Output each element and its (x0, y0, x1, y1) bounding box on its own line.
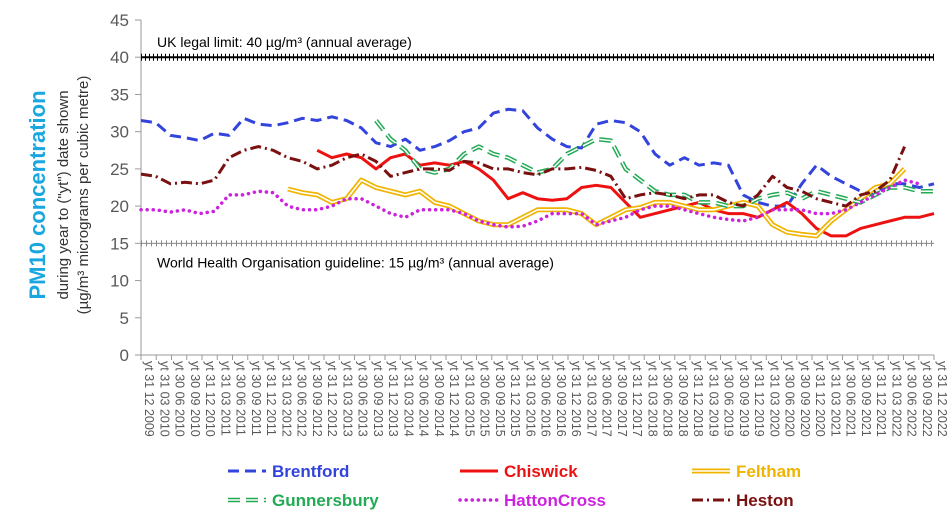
x-tick-label: yt 30 09 2020 (798, 361, 812, 437)
x-tick-label: yt 30 09 2017 (615, 361, 629, 437)
series-lines (139, 107, 935, 239)
y-axis-title-sub1: during year to ("yt") date shown (55, 90, 72, 299)
x-tick-label: yt 30 06 2016 (539, 361, 553, 437)
legend-item-heston: Heston (692, 491, 794, 510)
x-tick-label: yt 30 06 2019 (722, 361, 736, 437)
x-tick-label: yt 31 12 2015 (508, 361, 522, 437)
reference-lines: UK legal limit: 40 µg/m³ (annual average… (141, 34, 934, 270)
x-tick-label: yt 30 09 2018 (676, 361, 690, 437)
y-axis-title: PM10 concentration during year to ("yt")… (25, 76, 92, 315)
x-tick-label: yt 31 12 2014 (447, 361, 461, 437)
x-tick-label: yt 31 03 2012 (279, 361, 293, 437)
y-tick-label: 15 (110, 234, 129, 253)
x-tick-label: yt 30 06 2021 (844, 361, 858, 437)
x-tick-label: yt 31 12 2016 (569, 361, 583, 437)
y-tick-label: 30 (110, 123, 129, 142)
legend-item-hattoncross: HattonCross (458, 491, 606, 510)
legend-item-chiswick: Chiswick (460, 462, 578, 481)
legend-item-gunnersbury: Gunnersbury (228, 491, 379, 510)
y-tick-label: 25 (110, 160, 129, 179)
x-tick-label: yt 31 12 2013 (386, 361, 400, 437)
x-tick-label: yt 31 12 2009 (142, 361, 156, 437)
x-tick-label: yt 30 09 2013 (371, 361, 385, 437)
y-tick-label: 45 (110, 11, 129, 30)
series-line-hattoncross (139, 178, 922, 229)
x-tick-label: yt 30 09 2021 (859, 361, 873, 437)
x-tick-label: yt 31 03 2018 (645, 361, 659, 437)
legend-item-brentford: Brentford (228, 462, 349, 481)
y-tick-label: 5 (120, 309, 129, 328)
x-tick-label: yt 30 06 2012 (295, 361, 309, 437)
x-tick-label: yt 31 12 2018 (691, 361, 705, 437)
x-tick-label: yt 30 09 2022 (920, 361, 934, 437)
y-axis: 0 5 10 15 20 25 30 35 40 45 (110, 11, 142, 365)
x-tick-label: yt 30 06 2015 (478, 361, 492, 437)
x-tick-label: yt 30 06 2011 (234, 361, 248, 436)
x-tick-label: yt 31 12 2022 (935, 361, 949, 437)
x-tick-label: yt 31 03 2022 (889, 361, 903, 437)
legend-label: Heston (736, 491, 794, 510)
x-tick-label: yt 31 12 2019 (752, 361, 766, 437)
legend-label: Brentford (272, 462, 349, 481)
legend-item-feltham: Feltham (692, 462, 801, 481)
series-line-brentford (140, 107, 935, 208)
y-tick-label: 35 (110, 85, 129, 104)
x-tick-label: yt 31 12 2010 (203, 361, 217, 437)
legend-label: Feltham (736, 462, 801, 481)
legend-label: Chiswick (504, 462, 578, 481)
legend-label: Gunnersbury (272, 491, 379, 510)
legend: Brentford Chiswick Feltham Gunnersbury Hatto… (228, 462, 801, 510)
x-tick-label: yt 30 06 2013 (356, 361, 370, 437)
x-tick-label: yt 31 12 2021 (874, 361, 888, 437)
x-tick-label: yt 31 12 2020 (813, 361, 827, 437)
x-tick-label: yt 31 12 2012 (325, 361, 339, 437)
x-tick-label: yt 30 09 2014 (432, 361, 446, 437)
y-tick-label: 20 (110, 197, 129, 216)
series-line-chiswick (316, 148, 935, 238)
series-line-gunnersbury-inner (375, 120, 934, 207)
y-tick-label: 40 (110, 48, 129, 67)
y-tick-label: 0 (120, 346, 129, 365)
x-tick-label: yt 30 09 2016 (554, 361, 568, 437)
x-tick-label: yt 31 03 2014 (401, 361, 415, 437)
who-guideline-label: World Health Organisation guideline: 15 … (157, 254, 554, 270)
x-tick-label: yt 30 09 2010 (188, 361, 202, 437)
x-tick-label: yt 31 03 2015 (462, 361, 476, 437)
x-tick-label: yt 30 06 2020 (783, 361, 797, 437)
x-tick-label: yt 31 03 2021 (828, 361, 842, 437)
x-tick-label: yt 30 06 2018 (661, 361, 675, 437)
x-tick-label: yt 31 03 2010 (157, 361, 171, 437)
x-tick-label: yt 30 06 2022 (905, 361, 919, 437)
x-tick-label: yt 30 09 2012 (310, 361, 324, 437)
x-tick-label: yt 31 03 2013 (340, 361, 354, 437)
x-tick-label: yt 31 03 2020 (767, 361, 781, 437)
series-line-heston (140, 145, 906, 208)
x-tick-label: yt 30 06 2010 (173, 361, 187, 437)
legend-label: HattonCross (504, 491, 606, 510)
x-tick-label: yt 31 03 2017 (584, 361, 598, 437)
x-tick-label: yt 31 12 2017 (630, 361, 644, 437)
x-tick-label: yt 31 03 2016 (523, 361, 537, 437)
y-axis-title-sub2: (µg/m³ micrograms per cubic metre) (75, 76, 92, 315)
x-tick-label: yt 30 09 2011 (249, 361, 263, 436)
y-axis-title-main: PM10 concentration (25, 90, 50, 299)
x-tick-label: yt 31 12 2011 (264, 361, 278, 436)
x-tick-label: yt 31 03 2019 (706, 361, 720, 437)
x-tick-label: yt 30 09 2019 (737, 361, 751, 437)
x-tick-label: yt 31 03 2011 (218, 361, 232, 436)
uk-limit-label: UK legal limit: 40 µg/m³ (annual average… (157, 34, 412, 50)
x-tick-label: yt 30 06 2017 (600, 361, 614, 437)
x-axis: yt 31 12 2009 yt 31 03 2010 yt 30 06 2010 y… (140, 354, 949, 437)
x-tick-label: yt 30 06 2014 (417, 361, 431, 437)
x-tick-label: yt 30 09 2015 (493, 361, 507, 437)
y-tick-label: 10 (110, 272, 129, 291)
